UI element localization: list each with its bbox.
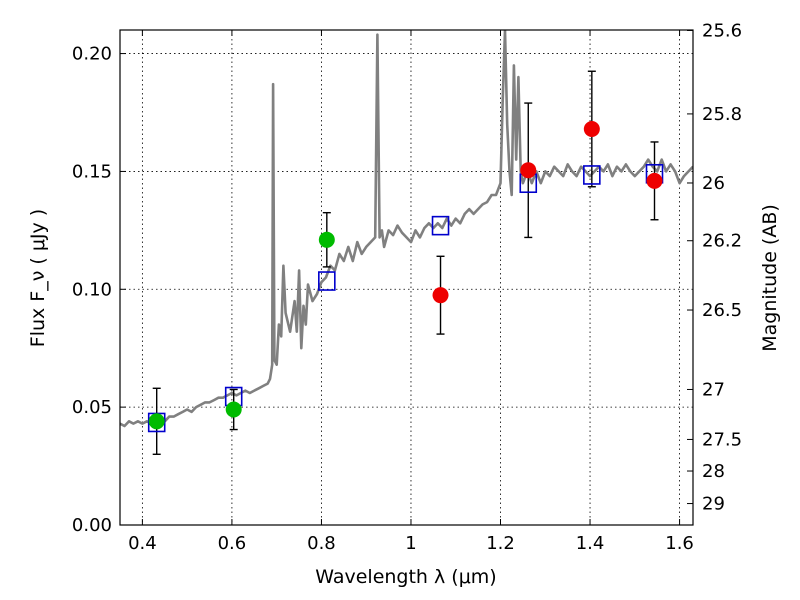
y-tick-label: 0.05 bbox=[72, 397, 112, 418]
model-photometry-square bbox=[431, 215, 450, 236]
model-photometry-square bbox=[583, 165, 601, 185]
x-tick-label: 0.6 bbox=[218, 533, 247, 554]
magnitude-tick-label: 25.6 bbox=[702, 20, 742, 41]
magnitude-tick-label: 26.2 bbox=[702, 231, 742, 252]
y-tick-label: 0.15 bbox=[72, 161, 112, 182]
magnitude-tick-label: 26 bbox=[702, 173, 725, 194]
x-tick-label: 0.4 bbox=[128, 533, 157, 554]
magnitude-tick-label: 28 bbox=[702, 461, 725, 482]
observed-flux-point bbox=[148, 413, 165, 430]
x-tick-label: 1.4 bbox=[576, 533, 605, 554]
observed-flux-point bbox=[520, 162, 537, 179]
observed-flux-points bbox=[148, 121, 663, 430]
magnitude-tick-label: 29 bbox=[702, 494, 725, 515]
magnitude-tick-label: 27.5 bbox=[702, 429, 742, 450]
model-spectrum-line bbox=[120, 30, 693, 428]
x-tick-label: 1.2 bbox=[486, 533, 515, 554]
magnitude-tick-label: 26.5 bbox=[702, 300, 742, 321]
y-axis-label-left: Flux F_ν ( μJy ) bbox=[27, 209, 49, 347]
axis-ticks: 0.4 0.6 0.8 1 1.2 1.4 1.6 0.00 0.05 0.10 0.15 0.20 2… bbox=[72, 20, 742, 554]
model-photometry-square bbox=[318, 271, 336, 291]
observed-flux-point bbox=[432, 287, 449, 304]
y-axis-label-right: Magnitude (AB) bbox=[759, 204, 781, 352]
observed-flux-point bbox=[318, 231, 335, 248]
observed-flux-point bbox=[646, 172, 663, 189]
observed-flux-point bbox=[225, 401, 242, 418]
observed-flux-point bbox=[583, 121, 600, 137]
y-tick-label: 0.10 bbox=[72, 279, 112, 300]
grid-lines bbox=[120, 30, 693, 526]
x-tick-label: 0.8 bbox=[307, 533, 336, 554]
plot-frame bbox=[119, 29, 694, 526]
magnitude-tick-label: 27 bbox=[702, 379, 725, 400]
y-tick-label: 0.20 bbox=[72, 44, 112, 65]
y-tick-label: 0.00 bbox=[72, 515, 112, 536]
x-tick-label: 1.6 bbox=[665, 533, 694, 554]
magnitude-tick-label: 25.8 bbox=[702, 104, 742, 125]
x-tick-label: 1 bbox=[405, 533, 416, 554]
x-axis-label: Wavelength λ (μm) bbox=[315, 566, 496, 588]
